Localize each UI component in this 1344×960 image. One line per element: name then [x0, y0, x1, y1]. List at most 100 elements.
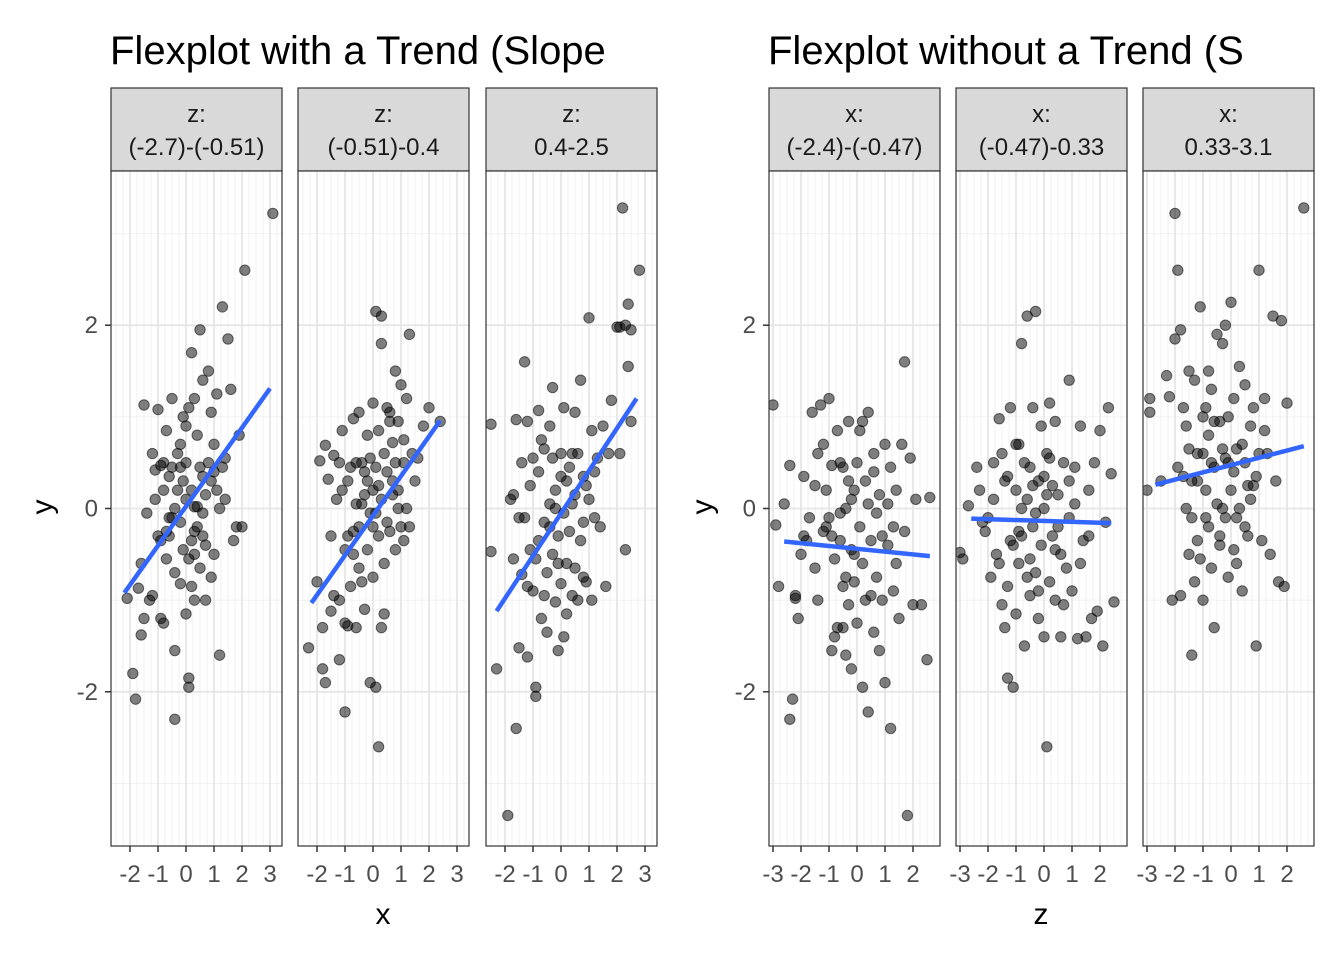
data-point — [868, 626, 880, 638]
data-point — [826, 644, 838, 657]
data-point — [873, 489, 886, 501]
x-tick-label: 0 — [554, 861, 567, 888]
data-point — [574, 534, 587, 547]
data-point — [1191, 475, 1204, 487]
data-point — [1172, 461, 1184, 473]
data-point — [502, 809, 514, 822]
data-point — [202, 456, 215, 469]
data-point — [183, 672, 195, 684]
data-point — [507, 553, 520, 565]
data-point — [890, 557, 902, 570]
data-point — [1242, 479, 1254, 492]
x-tick-label: 1 — [878, 861, 891, 888]
panel-border — [955, 170, 1128, 847]
data-point — [558, 631, 570, 643]
data-point — [389, 456, 402, 469]
facet-strip-variable: x: — [1219, 101, 1238, 128]
data-point — [1027, 401, 1039, 414]
data-point — [1194, 301, 1206, 313]
data-point — [1144, 392, 1156, 405]
data-point — [518, 356, 531, 368]
data-point — [1105, 467, 1117, 480]
data-point — [552, 644, 564, 657]
data-point — [316, 663, 329, 675]
facet-panel: z: 0.4-2.5 -2 -1 0 1 2 3 — [485, 87, 658, 888]
data-point — [985, 571, 997, 583]
data-point — [1239, 379, 1251, 391]
data-point — [856, 415, 869, 428]
data-point — [1160, 369, 1173, 382]
data-point — [205, 571, 217, 583]
data-point — [619, 544, 632, 556]
data-point — [1202, 365, 1215, 377]
data-point — [490, 663, 503, 675]
data-point — [823, 392, 835, 405]
data-point — [854, 521, 866, 533]
data-point — [887, 521, 900, 533]
data-point — [171, 484, 184, 496]
data-point — [1230, 557, 1243, 570]
data-point — [826, 530, 838, 542]
data-point — [820, 484, 832, 496]
data-point — [865, 589, 877, 602]
y-tick-label: 2 — [85, 312, 98, 339]
data-point — [213, 649, 226, 661]
data-point — [375, 621, 388, 634]
data-point — [535, 434, 548, 446]
data-point — [1228, 544, 1240, 556]
data-point — [569, 562, 581, 574]
data-point — [197, 507, 209, 519]
data-point — [1177, 401, 1190, 414]
data-point — [605, 394, 618, 407]
x-tick-label: -3 — [762, 861, 783, 888]
data-point — [544, 420, 556, 432]
data-point — [840, 571, 852, 583]
data-point — [856, 557, 869, 570]
data-point — [1250, 470, 1262, 483]
data-point — [795, 548, 807, 561]
data-point — [1236, 438, 1248, 451]
data-point — [169, 713, 181, 725]
panel-border — [297, 170, 470, 847]
data-point — [1041, 489, 1053, 501]
data-point — [893, 612, 905, 625]
facet-strip-variable: x: — [1032, 101, 1051, 128]
facet-strip-variable: x: — [845, 101, 864, 128]
x-tick-label: 1 — [207, 861, 220, 888]
data-point — [152, 403, 164, 416]
y-tick-label: -2 — [77, 679, 98, 706]
data-point — [330, 493, 343, 506]
data-point — [356, 576, 368, 588]
data-point — [1211, 328, 1223, 341]
facet-strip-range: (-2.4)-(-0.47) — [786, 134, 922, 161]
data-point — [812, 447, 824, 460]
data-point — [924, 491, 936, 504]
data-point — [580, 576, 592, 588]
data-point — [205, 406, 217, 418]
data-point — [530, 690, 542, 703]
data-point — [901, 809, 914, 822]
data-point — [174, 577, 187, 590]
data-point — [828, 631, 841, 643]
data-point — [1043, 397, 1056, 409]
data-point — [1043, 452, 1056, 464]
x-tick-label: 1 — [1252, 861, 1265, 888]
data-point — [1088, 456, 1101, 469]
data-point — [1143, 484, 1153, 496]
data-point — [999, 621, 1011, 634]
data-point — [812, 594, 824, 606]
data-point — [876, 530, 888, 542]
data-point — [546, 381, 559, 394]
data-point — [549, 484, 562, 496]
data-point — [1108, 596, 1120, 608]
data-point — [1174, 324, 1187, 336]
data-point — [798, 530, 810, 542]
data-point — [987, 493, 1000, 506]
data-point — [803, 511, 816, 524]
panel-border — [1142, 170, 1315, 847]
data-point — [1186, 511, 1198, 524]
data-point — [809, 562, 821, 574]
data-point — [372, 424, 385, 437]
data-point — [898, 356, 911, 368]
data-point — [417, 420, 430, 432]
